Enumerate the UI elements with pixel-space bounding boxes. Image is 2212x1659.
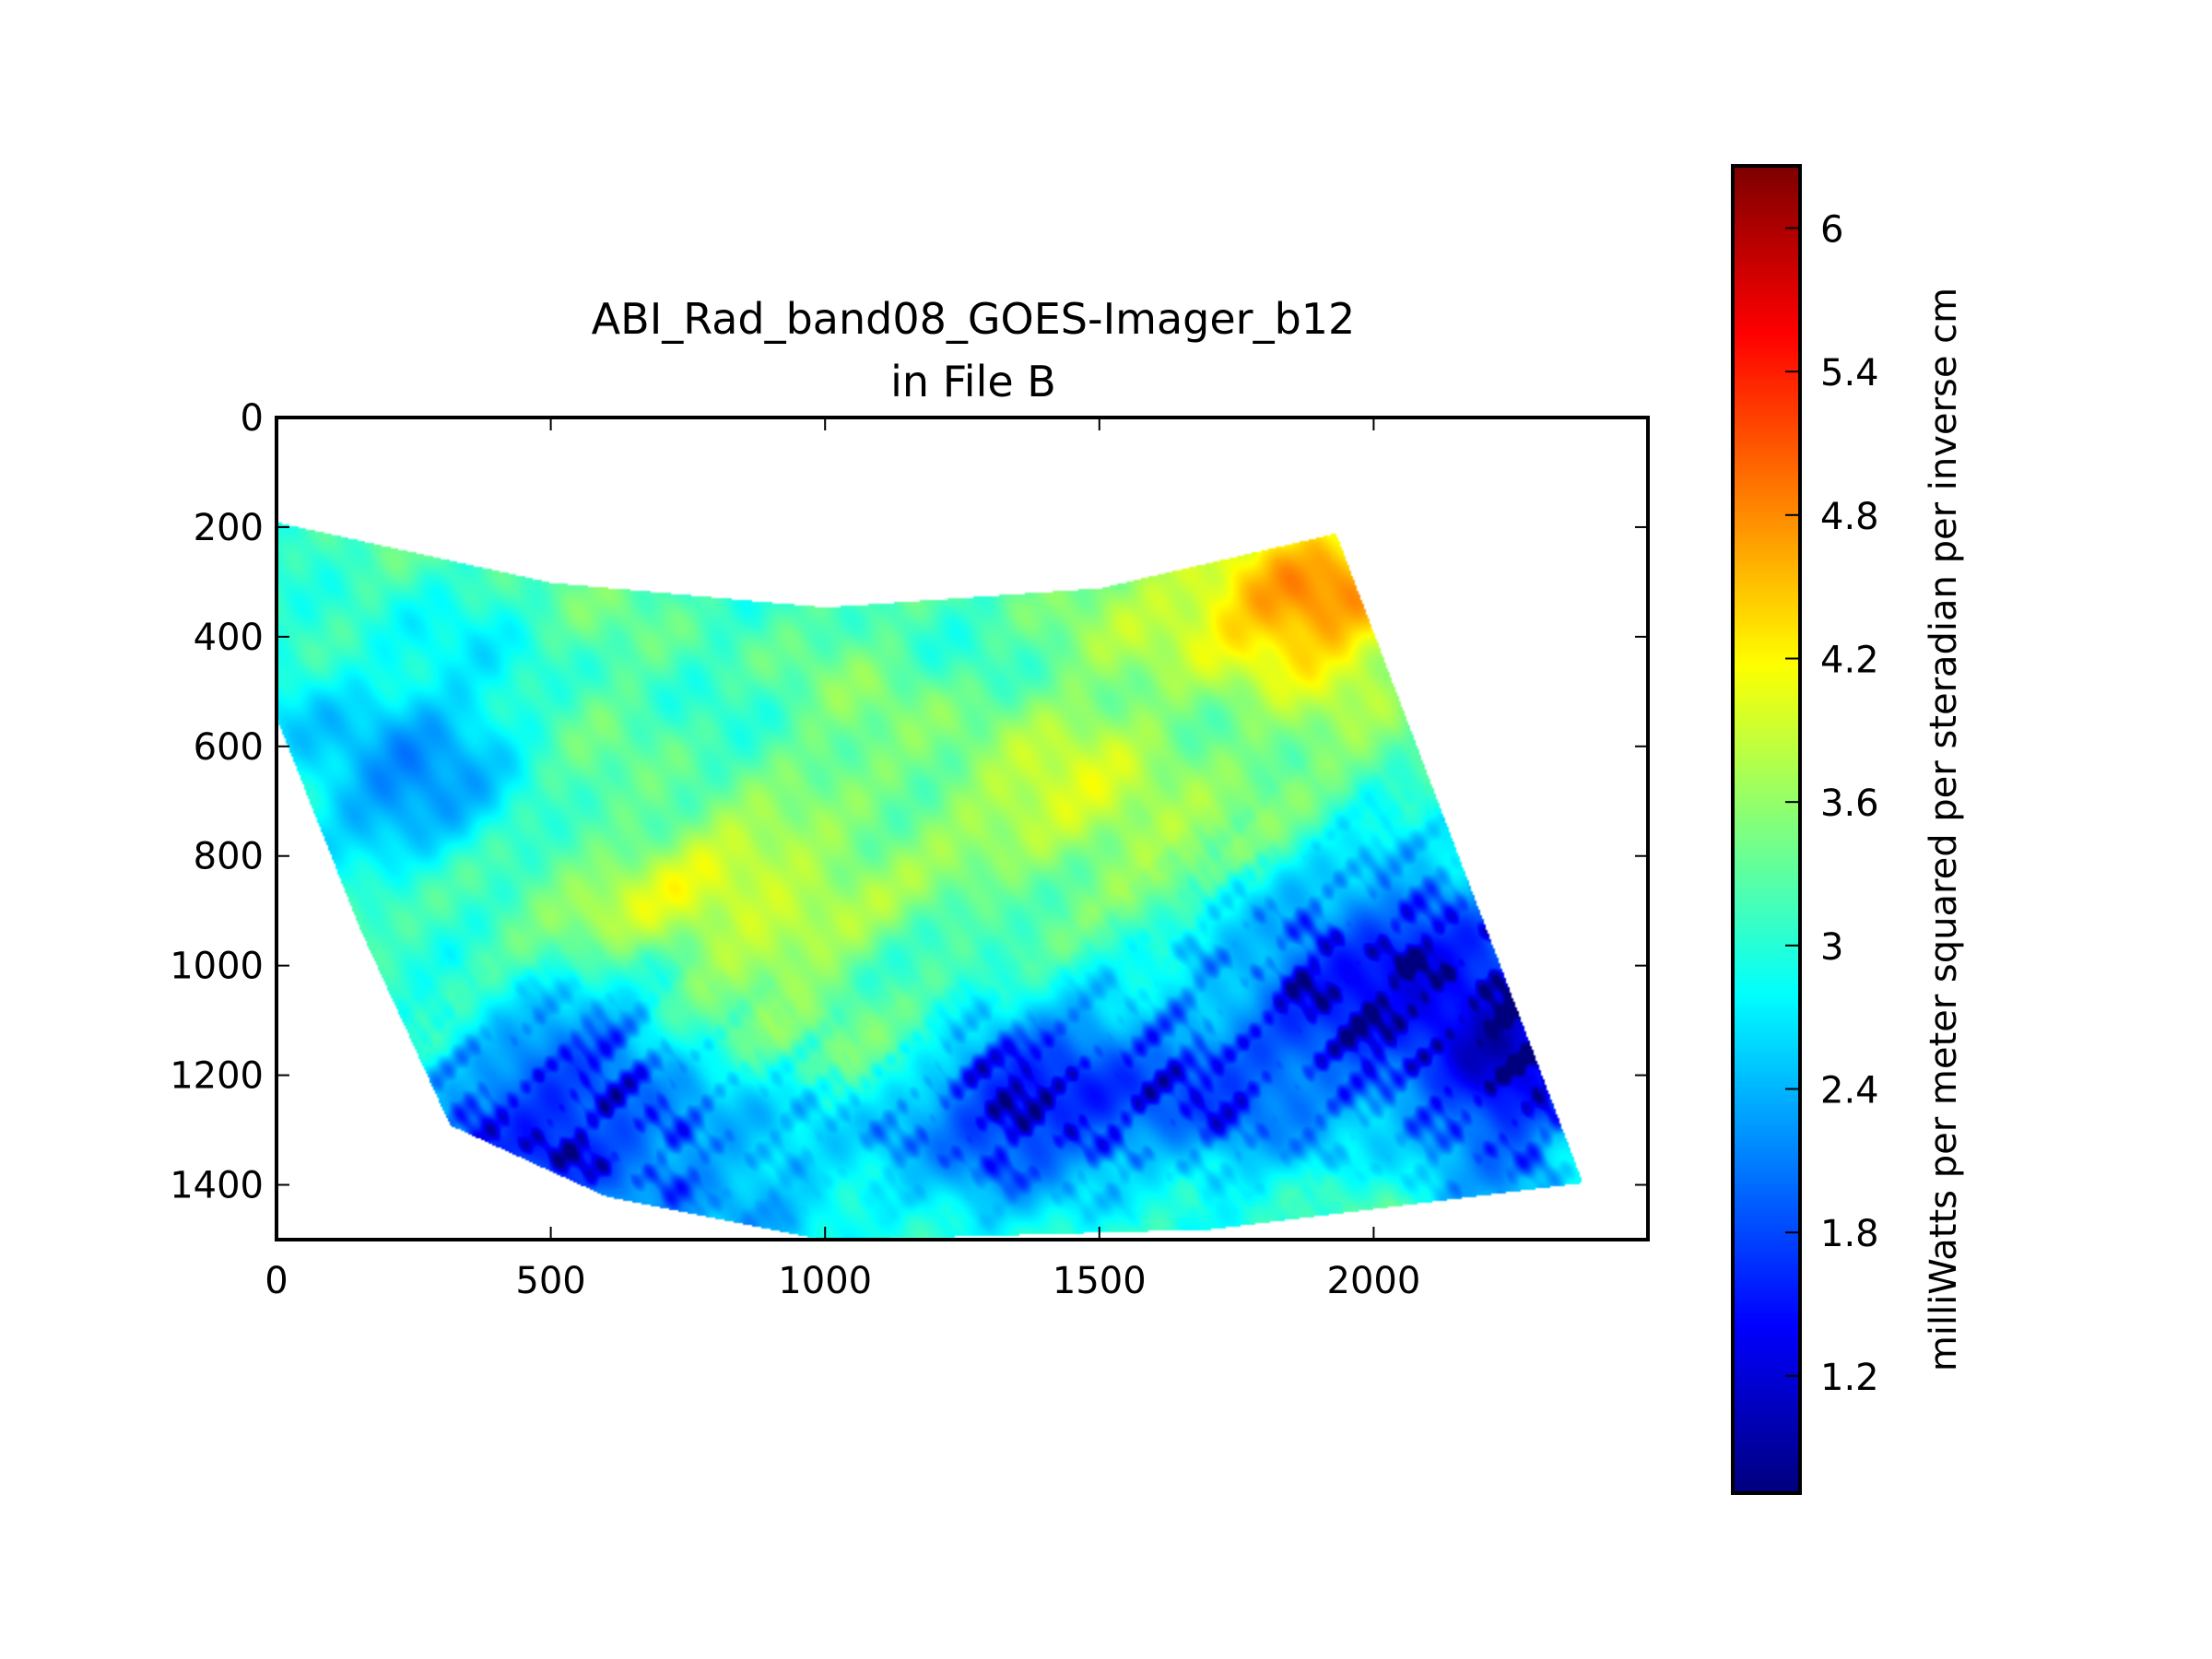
- x-tick-label: 2000: [1327, 1260, 1421, 1302]
- plot-frame: [275, 416, 1650, 1241]
- chart-title: ABI_Rad_band08_GOES-Imager_b12: [592, 294, 1356, 344]
- colorbar-tick-label: 1.8: [1820, 1213, 1879, 1255]
- y-tick-label: 400: [194, 617, 264, 659]
- colorbar-frame: [1731, 164, 1802, 1495]
- x-tick-label: 0: [265, 1260, 288, 1302]
- y-tick-label: 1000: [170, 946, 264, 988]
- colorbar-tick-label: 1.2: [1820, 1357, 1879, 1399]
- colorbar-tick-label: 6: [1820, 208, 1843, 251]
- colorbar-tick-label: 3: [1820, 926, 1843, 969]
- colorbar-tick-label: 3.6: [1820, 782, 1879, 825]
- x-axis: 0 500 1000 1500 2000: [265, 418, 1420, 1302]
- y-tick-label: 800: [194, 836, 264, 878]
- chart-subtitle: in File B: [890, 357, 1056, 406]
- y-tick-label: 0: [241, 397, 264, 440]
- colorbar-tick-label: 2.4: [1820, 1070, 1879, 1112]
- y-axis: 0 200 400 600 800 1000 1200 1400: [170, 397, 1648, 1207]
- x-tick-label: 500: [515, 1260, 585, 1302]
- y-tick-label: 1400: [170, 1165, 264, 1207]
- colorbar-tick-label: 4.8: [1820, 496, 1879, 538]
- y-tick-label: 200: [194, 507, 264, 549]
- colorbar-tick-label: 4.2: [1820, 639, 1879, 681]
- y-tick-label: 1200: [170, 1055, 264, 1098]
- heatmap-image: [276, 418, 1648, 1240]
- x-tick-label: 1500: [1053, 1260, 1147, 1302]
- colorbar-axis: 1.2 1.8 2.4 3 3.6 4.2 4.8 5.4 6: [1785, 208, 1879, 1399]
- y-tick-label: 600: [194, 726, 264, 769]
- colorbar-label: milliWatts per meter squared per steradi…: [1923, 288, 1965, 1371]
- colorbar-gradient: [1733, 166, 1800, 1493]
- x-tick-label: 1000: [778, 1260, 872, 1302]
- colorbar-tick-label: 5.4: [1820, 352, 1879, 394]
